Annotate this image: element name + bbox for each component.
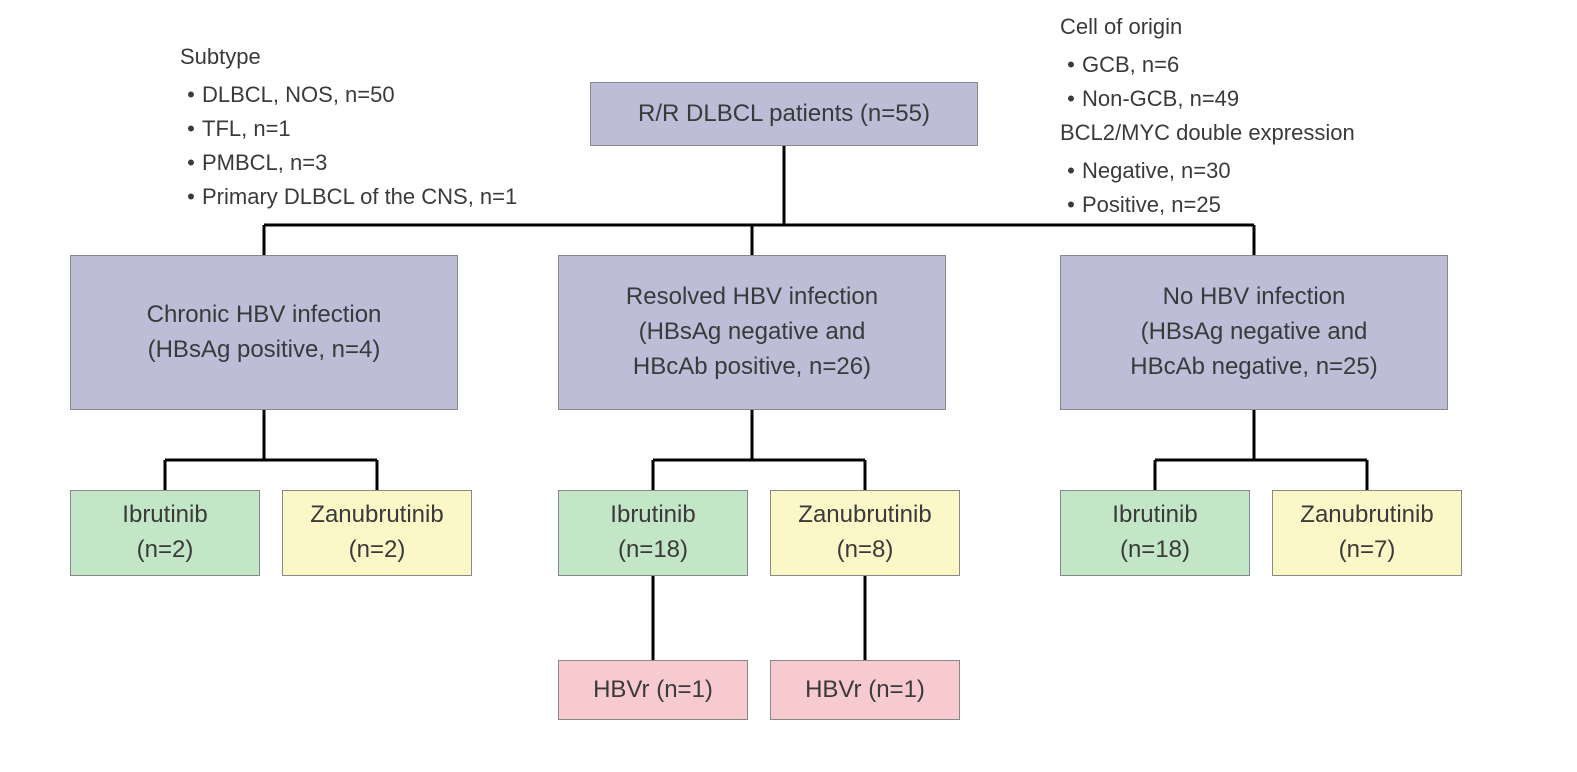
- node-resolved-zanubrutinib: Zanubrutinib(n=8): [770, 490, 960, 576]
- node-branch-chronic: Chronic HBV infection(HBsAg positive, n=…: [70, 255, 458, 410]
- node-chronic-ibrutinib: Ibrutinib(n=2): [70, 490, 260, 576]
- node-hbvr-1: HBVr (n=1): [558, 660, 748, 720]
- annotation-right: Cell of originGCB, n=6Non-GCB, n=49BCL2/…: [1060, 10, 1460, 223]
- node-branch-resolved: Resolved HBV infection(HBsAg negative an…: [558, 255, 946, 410]
- node-none-zanubrutinib: Zanubrutinib(n=7): [1272, 490, 1462, 576]
- annotation-subtype: SubtypeDLBCL, NOS, n=50TFL, n=1PMBCL, n=…: [180, 40, 560, 214]
- node-hbvr-2: HBVr (n=1): [770, 660, 960, 720]
- node-branch-none: No HBV infection(HBsAg negative andHBcAb…: [1060, 255, 1448, 410]
- node-resolved-ibrutinib: Ibrutinib(n=18): [558, 490, 748, 576]
- node-none-ibrutinib: Ibrutinib(n=18): [1060, 490, 1250, 576]
- node-chronic-zanubrutinib: Zanubrutinib(n=2): [282, 490, 472, 576]
- node-root: R/R DLBCL patients (n=55): [590, 82, 978, 146]
